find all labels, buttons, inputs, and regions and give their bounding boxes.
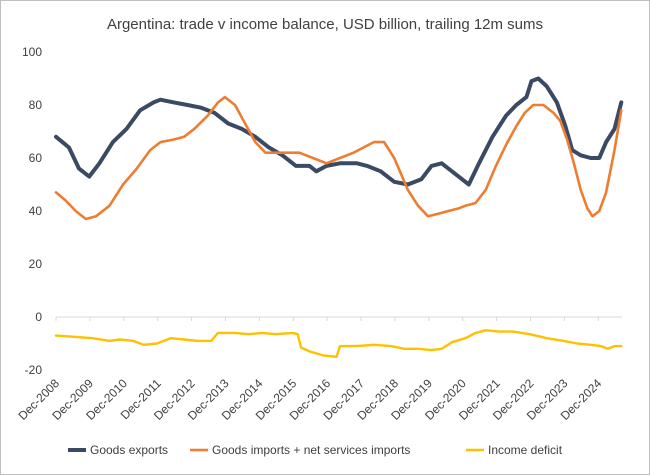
y-tick-label: 60: [29, 151, 43, 165]
y-tick-label: 0: [35, 310, 42, 324]
series-lines: [54, 76, 624, 358]
legend-label: Income deficit: [488, 443, 563, 457]
y-tick-label: 100: [22, 45, 42, 59]
legend: Goods exports Goods imports + net service…: [68, 443, 563, 457]
y-tick-label: 40: [29, 204, 43, 218]
legend-label: Goods imports + net services imports: [212, 443, 410, 457]
chart-title: Argentina: trade v income balance, USD b…: [106, 16, 544, 33]
y-tick-label: -20: [25, 363, 43, 377]
series-line-0: [54, 76, 624, 187]
y-axis-ticks: -20 0 20 40 60 80 100: [22, 45, 42, 377]
series-line-2: [54, 329, 623, 358]
y-tick-label: 20: [29, 257, 43, 271]
series-line-1: [54, 95, 623, 221]
y-tick-label: 80: [29, 98, 43, 112]
legend-label: Goods exports: [90, 443, 168, 457]
